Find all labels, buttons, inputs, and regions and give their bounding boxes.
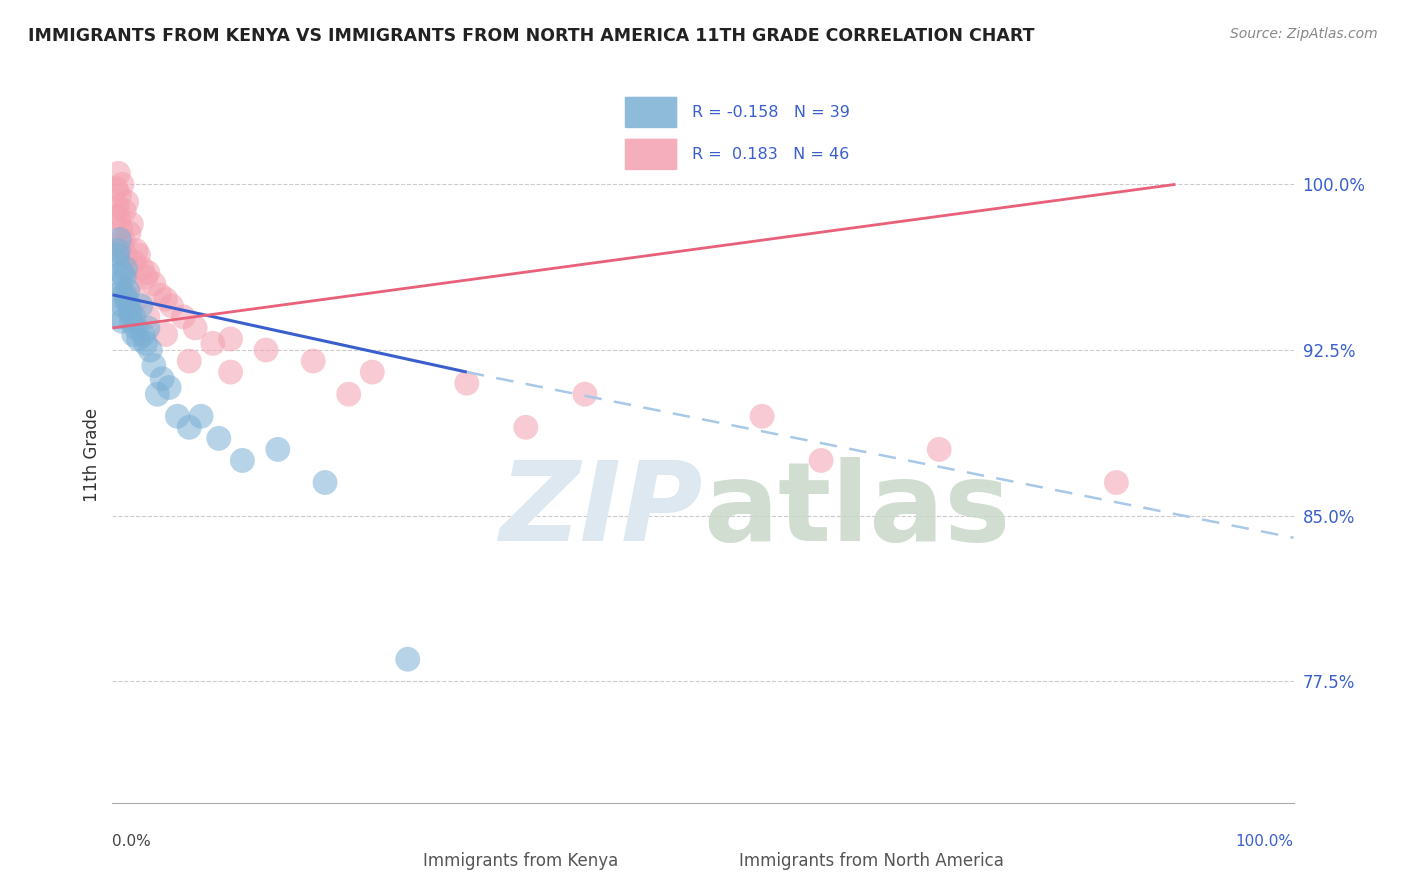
- Point: [114, 248, 136, 262]
- FancyBboxPatch shape: [624, 96, 678, 128]
- Y-axis label: 11th Grade: 11th Grade: [83, 408, 101, 502]
- Point: [125, 321, 148, 335]
- Point: [231, 453, 253, 467]
- Text: R =  0.183   N = 46: R = 0.183 N = 46: [692, 147, 849, 161]
- Point: [928, 442, 950, 457]
- Point: [136, 310, 159, 324]
- Point: [810, 453, 832, 467]
- Point: [122, 310, 145, 324]
- Point: [136, 321, 159, 335]
- Point: [751, 409, 773, 424]
- Point: [105, 248, 128, 262]
- Point: [111, 178, 134, 192]
- Point: [125, 244, 148, 258]
- Point: [135, 270, 157, 285]
- Point: [107, 211, 129, 225]
- Point: [120, 314, 142, 328]
- Point: [105, 287, 128, 301]
- Point: [179, 420, 201, 434]
- Point: [179, 354, 201, 368]
- Point: [105, 199, 128, 213]
- Point: [112, 299, 135, 313]
- Text: Immigrants from Kenya: Immigrants from Kenya: [423, 852, 617, 870]
- FancyBboxPatch shape: [624, 138, 678, 170]
- Point: [574, 387, 596, 401]
- Point: [105, 182, 128, 196]
- Point: [302, 354, 325, 368]
- Point: [515, 420, 537, 434]
- Point: [135, 336, 157, 351]
- Point: [108, 188, 131, 202]
- Point: [114, 261, 136, 276]
- Text: Source: ZipAtlas.com: Source: ZipAtlas.com: [1230, 27, 1378, 41]
- Text: ZIP: ZIP: [499, 457, 703, 564]
- Point: [396, 652, 419, 666]
- Point: [118, 299, 141, 313]
- Point: [254, 343, 277, 357]
- Point: [107, 166, 129, 180]
- Point: [118, 226, 141, 240]
- Point: [120, 305, 142, 319]
- Point: [129, 299, 152, 313]
- Point: [142, 277, 165, 291]
- Point: [142, 359, 165, 373]
- Point: [150, 372, 173, 386]
- Point: [136, 266, 159, 280]
- Point: [120, 217, 142, 231]
- Point: [337, 387, 360, 401]
- Text: IMMIGRANTS FROM KENYA VS IMMIGRANTS FROM NORTH AMERICA 11TH GRADE CORRELATION CH: IMMIGRANTS FROM KENYA VS IMMIGRANTS FROM…: [28, 27, 1035, 45]
- Point: [111, 314, 134, 328]
- Point: [219, 332, 242, 346]
- Point: [139, 343, 162, 357]
- Text: R = -0.158   N = 39: R = -0.158 N = 39: [692, 105, 851, 120]
- Point: [111, 266, 134, 280]
- Point: [104, 211, 127, 225]
- Point: [112, 270, 135, 285]
- Point: [155, 292, 177, 306]
- Point: [112, 203, 135, 218]
- Point: [184, 321, 207, 335]
- Point: [122, 327, 145, 342]
- Point: [117, 284, 139, 298]
- Point: [131, 261, 153, 276]
- Text: atlas: atlas: [703, 457, 1011, 564]
- Point: [111, 239, 134, 253]
- Point: [267, 442, 290, 457]
- Point: [112, 233, 135, 247]
- Point: [361, 365, 384, 379]
- Point: [110, 277, 132, 291]
- Point: [155, 327, 177, 342]
- Point: [157, 380, 180, 394]
- Point: [122, 254, 145, 268]
- Point: [132, 327, 155, 342]
- Point: [1105, 475, 1128, 490]
- Point: [149, 287, 172, 301]
- Point: [110, 221, 132, 235]
- Point: [115, 194, 138, 209]
- Point: [108, 310, 131, 324]
- Point: [190, 409, 212, 424]
- Text: 100.0%: 100.0%: [1236, 834, 1294, 849]
- Point: [112, 287, 135, 301]
- Point: [219, 365, 242, 379]
- Point: [127, 332, 149, 346]
- Text: Immigrants from North America: Immigrants from North America: [740, 852, 1004, 870]
- Point: [166, 409, 188, 424]
- Point: [120, 277, 142, 291]
- Point: [314, 475, 336, 490]
- Point: [160, 299, 183, 313]
- Point: [208, 431, 231, 445]
- Point: [201, 336, 224, 351]
- Text: 0.0%: 0.0%: [112, 834, 152, 849]
- Point: [108, 233, 131, 247]
- Point: [456, 376, 478, 391]
- Point: [146, 387, 169, 401]
- Point: [172, 310, 194, 324]
- Point: [107, 244, 129, 258]
- Point: [127, 248, 149, 262]
- Point: [125, 292, 148, 306]
- Point: [105, 254, 128, 268]
- Point: [115, 292, 138, 306]
